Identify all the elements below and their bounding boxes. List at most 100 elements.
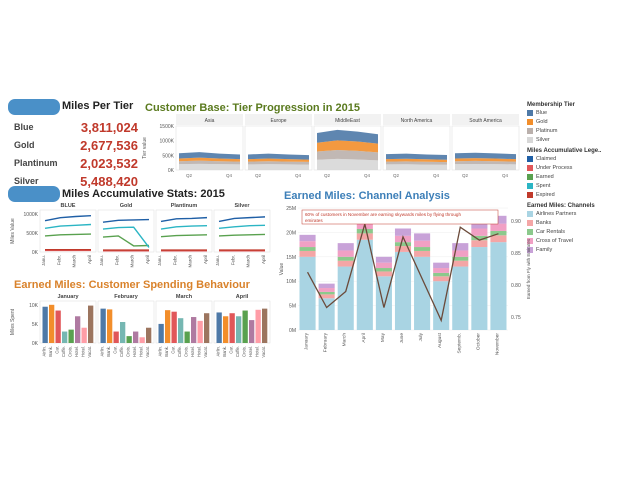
spend-xtick: Car.	[170, 346, 175, 354]
acc-xtick: March	[130, 255, 135, 268]
channel-legend-item[interactable]: Family	[527, 245, 637, 254]
acc-xtick: April	[203, 255, 208, 264]
chan-bar-cross-of-travel	[452, 250, 469, 257]
chan-bar-cross-of-travel	[318, 288, 335, 292]
spend-bar	[204, 313, 210, 343]
tier-area-blue	[179, 152, 240, 160]
tier-xtick: Q4	[226, 173, 233, 178]
chan-bar-car-rentals	[394, 242, 412, 247]
acc-line-spent	[44, 223, 92, 230]
acc-legend-title: Miles Accumulative Lege..	[527, 148, 602, 154]
spend-xtick: Coffe.	[177, 346, 182, 357]
acc-legend-item[interactable]: Expired	[527, 190, 637, 199]
tier-region-label: South America	[469, 118, 502, 124]
tier-xtick: Q2	[186, 173, 193, 178]
tier-area-blue	[386, 153, 447, 160]
tier-area-platinum	[455, 160, 516, 165]
kpi-value: 5,488,420	[80, 173, 138, 189]
acc-legend-item[interactable]: Earned	[527, 172, 637, 181]
acc-tier-label: Gold	[120, 203, 133, 209]
chan-bar-car-rentals	[299, 247, 316, 251]
tier-area-gold	[386, 158, 447, 163]
kpi-title: Miles Per Tier	[62, 100, 134, 112]
spend-xtick: Hotel.	[248, 346, 253, 357]
tier-region-label: Asia	[205, 118, 215, 124]
tier-region-label: Europe	[270, 118, 286, 124]
channel-legend-item[interactable]: Car Rentals	[527, 227, 637, 236]
channel-legend-item[interactable]: Cross of Travel	[527, 236, 637, 245]
spend-bar	[158, 323, 164, 343]
acc-xtick: Janu.	[41, 255, 46, 266]
spend-month-label: February	[114, 294, 138, 300]
tier-legend-item[interactable]: Silver	[527, 135, 637, 144]
chan-bar-banks	[452, 260, 469, 267]
spend-bar	[249, 320, 255, 343]
tier-legend-item[interactable]: Gold	[527, 117, 637, 126]
chan-bar-cross-of-travel	[299, 241, 316, 248]
spend-xtick: Bank.	[106, 346, 111, 357]
spend-xtick: Car.	[112, 346, 117, 354]
chan-y2tick: 0.75	[511, 315, 521, 321]
spend-xtick: Crois.	[125, 346, 130, 357]
chan-ytick: 5M	[289, 304, 296, 310]
tier-xtick: Q4	[433, 173, 440, 178]
tier-region-header	[245, 114, 312, 125]
acc-legend-item[interactable]: Spent	[527, 181, 637, 190]
chan-bar-cross-of-travel	[414, 240, 431, 248]
acc-xtick: April	[145, 255, 150, 264]
spend-xtick: Vacat.	[203, 346, 208, 358]
spend-bar	[165, 310, 171, 343]
acc-tier-label: Silver	[235, 203, 251, 209]
legend-swatch	[527, 246, 533, 253]
channel-legend-item[interactable]: Airlines Partners	[527, 209, 637, 218]
legend-label: Family	[536, 246, 553, 253]
legend-label: Gold	[536, 118, 548, 125]
channel-legend-item[interactable]: Banks	[527, 218, 637, 227]
tier-area-silver	[455, 163, 516, 170]
legend-swatch	[527, 109, 533, 116]
acc-line-claimed	[102, 218, 150, 223]
kpi-row-blue: Blue 3,811,024	[14, 118, 138, 136]
tier-region-header	[176, 114, 243, 125]
spend-bar	[216, 312, 222, 343]
legend-label: Spent	[536, 182, 551, 189]
tier-region-label: MiddleEast	[335, 118, 360, 124]
acc-line-earned	[102, 235, 150, 247]
chan-bar-banks	[375, 271, 392, 277]
acc-tier-label: Plantinum	[171, 203, 198, 209]
chan-xtick: July	[418, 332, 424, 341]
chan-bar-family	[394, 228, 412, 236]
tier-area-gold	[179, 157, 240, 162]
acc-legend-item[interactable]: Claimed	[527, 154, 637, 163]
acc-xtick: Febr.	[230, 255, 235, 265]
spend-xtick: Coffe.	[235, 346, 240, 357]
chan-y2tick: 0.90	[511, 219, 521, 225]
kpi-row-gold: Gold 2,677,536	[14, 136, 138, 154]
spend-bar	[236, 316, 242, 343]
chan-bar-family	[337, 243, 354, 251]
chan-y2tick: 0.85	[511, 251, 521, 257]
acc-title: Miles Accumulative Stats: 2015	[62, 188, 225, 200]
chan-bar-banks	[394, 246, 412, 252]
tier-ytick: 0K	[168, 168, 175, 174]
tier-legend-item[interactable]: Platinum	[527, 126, 637, 135]
channel-chart: Value 25M 20M 15M 10M 5M 0M 0.90 0.85 0.80 0.75 Ear…	[279, 206, 531, 355]
acc-legend-item[interactable]: Under Process	[527, 163, 637, 172]
tier-xtick: Q4	[502, 173, 509, 178]
tier-area-silver	[179, 163, 240, 170]
chan-bar-family	[299, 234, 316, 242]
spend-xtick: Airlin.	[215, 346, 220, 356]
spend-xtick: Crois.	[67, 346, 72, 357]
acc-xtick: Febr.	[56, 255, 61, 265]
spend-bar	[178, 318, 184, 343]
kpi-value: 2,677,536	[80, 137, 138, 153]
tier-legend-item[interactable]: Blue	[527, 108, 637, 117]
legend-swatch	[527, 210, 533, 217]
spend-bar	[49, 304, 55, 343]
chan-bar-car-rentals	[471, 235, 488, 241]
legend-spacer	[527, 254, 637, 258]
legend-panel: Membership Tier Blue Gold Platinum Silver Mil…	[527, 102, 637, 258]
spend-bar	[120, 322, 126, 343]
chan-xtick: March	[342, 333, 348, 347]
spend-bar	[107, 309, 113, 343]
